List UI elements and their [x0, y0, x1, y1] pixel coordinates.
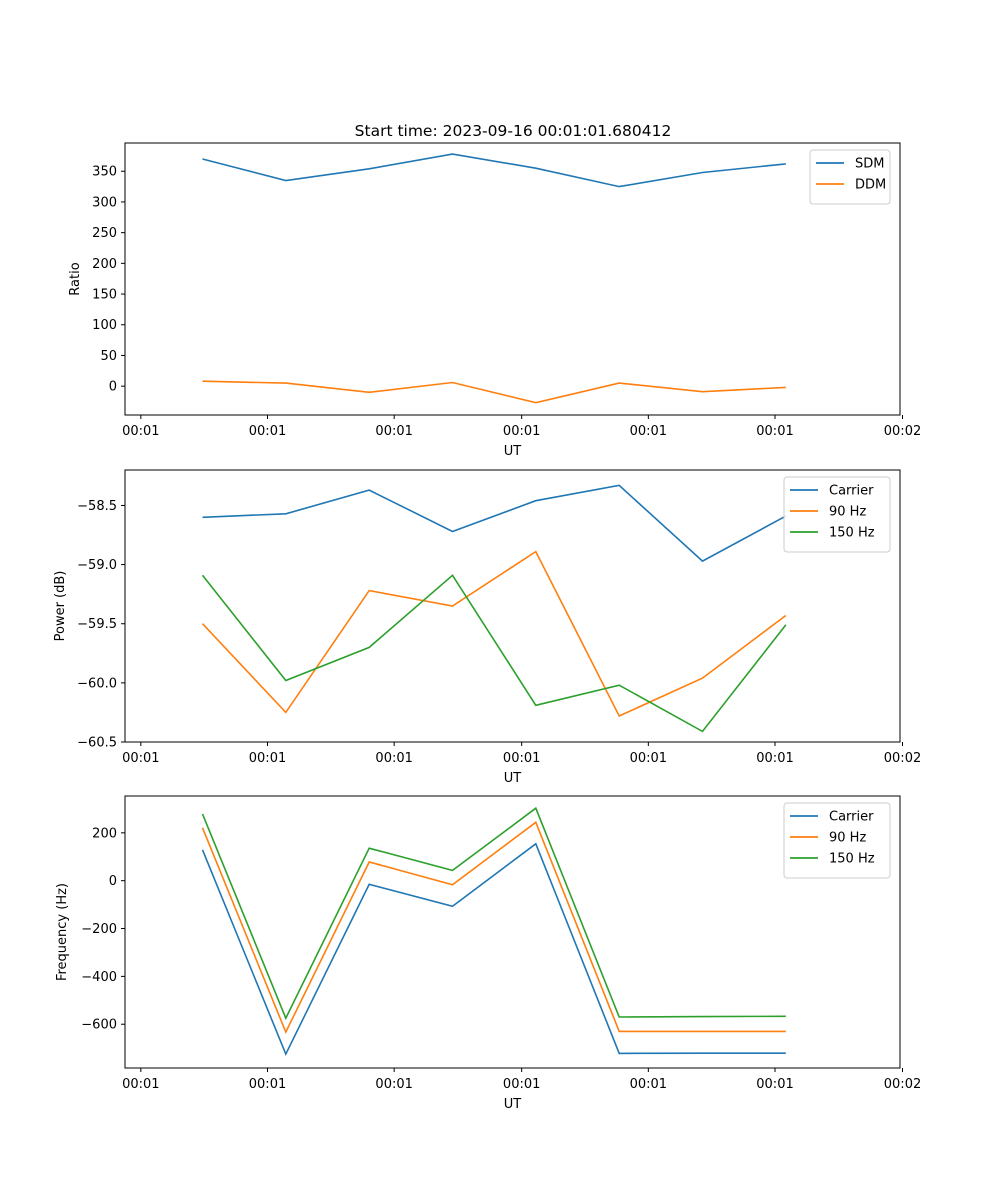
legend-box	[783, 802, 891, 879]
x-axis-label: UT	[504, 444, 522, 459]
legend-label: 150 Hz	[829, 852, 875, 867]
axes-frame	[124, 469, 901, 743]
x-tick-label: 00:01	[630, 424, 667, 439]
x-tick-label: 00:01	[630, 1077, 667, 1092]
x-tick-label: 00:01	[756, 424, 793, 439]
y-tick-label: −59.5	[77, 617, 117, 632]
y-tick-label: 150	[92, 288, 117, 303]
x-tick-label: 00:01	[249, 424, 286, 439]
x-tick-label: 00:01	[122, 751, 159, 766]
x-axis-label: UT	[504, 1097, 522, 1112]
x-tick-label: 00:02	[884, 1077, 921, 1092]
series-line-150-hz	[201, 806, 786, 1021]
legend: Carrier 90 Hz 150 Hz	[783, 802, 891, 879]
legend: Carrier 90 Hz 150 Hz	[783, 476, 891, 553]
legend-label: 90 Hz	[829, 831, 866, 846]
series-line-ddm	[202, 380, 786, 404]
x-tick-label: 00:01	[249, 751, 286, 766]
x-tick-label: 00:02	[884, 751, 921, 766]
subplot-2: 00:01 00:01 00:01 00:01 00:01 00:01 00:02 −60.5…	[53, 469, 921, 786]
y-tick-label: 250	[92, 226, 117, 241]
legend-label: 90 Hz	[829, 505, 866, 520]
axes-frame	[124, 795, 901, 1069]
series-group	[201, 806, 786, 1057]
x-tick-label: 00:01	[375, 751, 412, 766]
x-tick-label: 00:01	[122, 424, 159, 439]
subplot-3: 00:01 00:01 00:01 00:01 00:01 00:01 00:02 −600 −…	[55, 795, 921, 1112]
subplot-1: 00:01 00:01 00:01 00:01 00:01 00:01 00:02 0 50 10…	[68, 142, 921, 459]
x-tick-label: 00:01	[375, 424, 412, 439]
y-tick-label: 0	[109, 380, 117, 395]
legend-label: DDM	[855, 178, 886, 193]
legend-label: Carrier	[829, 810, 874, 825]
x-tick-label: 00:01	[630, 751, 667, 766]
x-tick-label: 00:01	[503, 424, 540, 439]
series-line-carrier	[202, 484, 787, 563]
series-line-carrier	[201, 842, 786, 1057]
legend-label: SDM	[855, 157, 884, 172]
y-axis-label: Ratio	[68, 262, 83, 295]
y-tick-label: −60.5	[77, 736, 117, 751]
series-line-90-hz	[201, 821, 786, 1035]
series-line-sdm	[202, 153, 786, 188]
axes-frame	[124, 142, 901, 416]
y-tick-label: −200	[81, 922, 117, 937]
x-tick-label: 00:01	[122, 1077, 159, 1092]
y-tick-label: −60.0	[77, 676, 117, 691]
legend: SDM DDM	[809, 149, 891, 205]
x-tick-label: 00:01	[375, 1077, 412, 1092]
x-tick-label: 00:01	[756, 1077, 793, 1092]
x-tick-label: 00:01	[503, 1077, 540, 1092]
y-tick-label: −59.0	[77, 558, 117, 573]
x-tick-label: 00:01	[249, 1077, 286, 1092]
legend-box	[783, 476, 891, 553]
y-axis-label: Frequency (Hz)	[55, 883, 70, 981]
y-tick-label: 0	[109, 874, 117, 889]
y-tick-label: −58.5	[77, 499, 117, 514]
y-tick-label: 50	[100, 349, 117, 364]
x-tick-label: 00:02	[884, 424, 921, 439]
y-tick-label: 200	[92, 826, 117, 841]
series-line-150-hz	[201, 574, 787, 733]
y-tick-label: −600	[81, 1018, 117, 1033]
y-axis-label: Power (dB)	[53, 571, 68, 642]
x-tick-label: 00:01	[503, 751, 540, 766]
y-tick-label: 200	[92, 257, 117, 272]
y-tick-label: 100	[92, 318, 117, 333]
series-group	[202, 153, 786, 404]
x-tick-label: 00:01	[756, 751, 793, 766]
y-tick-label: −400	[81, 970, 117, 985]
y-tick-label: 350	[92, 165, 117, 180]
figure-title: Start time: 2023-09-16 00:01:01.680412	[355, 122, 672, 140]
legend-label: Carrier	[829, 484, 874, 499]
series-group	[201, 484, 787, 733]
x-axis-label: UT	[504, 771, 522, 786]
series-line-90-hz	[201, 550, 787, 718]
y-tick-label: 300	[92, 195, 117, 210]
legend-label: 150 Hz	[829, 526, 875, 541]
